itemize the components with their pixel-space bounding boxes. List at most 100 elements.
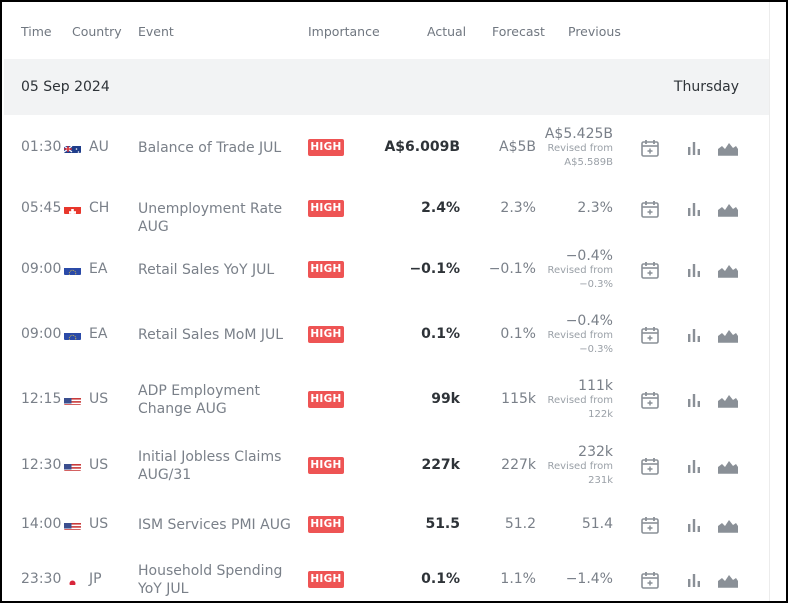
previous-value: −0.4% [565,313,613,329]
previous-cell: 2.3% [577,200,613,216]
previous-value: 232k [578,444,613,460]
event-name[interactable]: Retail Sales MoM JUL [138,327,284,343]
add-to-calendar-icon[interactable] [640,390,660,414]
country-code: JP [89,571,102,587]
bar-chart-icon[interactable] [686,140,702,160]
event-name[interactable]: Initial Jobless Claims AUG/31 [138,449,282,483]
bar-chart-icon[interactable] [686,517,702,537]
event-time: 23:30 [21,571,62,587]
event-name[interactable]: Household Spending YoY JUL [138,563,283,597]
area-chart-icon[interactable] [717,392,739,412]
country-code: US [89,516,109,532]
event-name[interactable]: Retail Sales YoY JUL [138,262,275,278]
us-flag-icon [64,460,81,471]
header-actual[interactable]: Actual [427,24,467,39]
event-name[interactable]: ADP Employment Change AUG [138,383,260,417]
revised-value: A$5.589B [564,157,613,168]
header-country[interactable]: Country [72,24,122,39]
revised-label: Revised from [547,461,613,472]
eu-flag-icon [64,329,81,340]
area-chart-icon[interactable] [717,201,739,221]
bar-chart-icon[interactable] [686,392,702,412]
country-code: US [89,391,109,407]
importance-badge: HIGH [308,139,344,156]
header-previous[interactable]: Previous [568,24,621,39]
event-time: 09:00 [21,261,62,277]
event-name[interactable]: ISM Services PMI AUG [138,517,291,533]
forecast-value: 1.1% [500,571,536,587]
previous-cell: 232k Revised from 231k [547,444,613,488]
add-to-calendar-icon[interactable] [640,456,660,480]
previous-cell: −0.4% Revised from −0.3% [547,313,613,357]
forecast-value: 227k [501,457,536,473]
event-time: 14:00 [21,516,62,532]
event-name[interactable]: Balance of Trade JUL [138,140,282,156]
add-to-calendar-icon[interactable] [640,570,660,594]
previous-cell: −0.4% Revised from −0.3% [547,248,613,292]
actual-value: A$6.009B [384,139,460,155]
bar-chart-icon[interactable] [686,458,702,478]
revised-label: Revised from [547,143,613,154]
actual-value: 99k [431,391,460,407]
event-time: 05:45 [21,200,62,216]
revised-value: −0.3% [579,279,613,290]
header-forecast[interactable]: Forecast [492,24,545,39]
add-to-calendar-icon[interactable] [640,325,660,349]
actual-value: 0.1% [421,326,460,342]
event-time: 12:30 [21,457,62,473]
event-name[interactable]: Unemployment Rate AUG [138,201,283,235]
bar-chart-icon[interactable] [686,327,702,347]
us-flag-icon [64,519,81,530]
add-to-calendar-icon[interactable] [640,260,660,284]
previous-value: 2.3% [577,200,613,216]
add-to-calendar-icon[interactable] [640,199,660,223]
ch-flag-icon [64,203,81,214]
event-time: 01:30 [21,139,62,155]
area-chart-icon[interactable] [717,140,739,160]
previous-cell: −1.4% [566,571,613,587]
forecast-value: −0.1% [488,261,536,277]
forecast-value: 115k [501,391,536,407]
importance-badge: HIGH [308,391,344,408]
importance-badge: HIGH [308,457,344,474]
previous-value: 111k [578,378,613,394]
header-event[interactable]: Event [138,24,174,39]
revised-label: Revised from [547,330,613,341]
bar-chart-icon[interactable] [686,201,702,221]
revised-value: 231k [588,475,613,486]
header-time[interactable]: Time [21,24,52,39]
area-chart-icon[interactable] [717,327,739,347]
header-importance[interactable]: Importance [308,24,380,39]
area-chart-icon[interactable] [717,517,739,537]
actual-value: −0.1% [409,261,460,277]
revised-value: 122k [588,409,613,420]
actual-value: 0.1% [421,571,460,587]
date-group-header: 05 Sep 2024 Thursday [4,59,769,115]
revised-value: −0.3% [579,344,613,355]
bar-chart-icon[interactable] [686,572,702,592]
area-chart-icon[interactable] [717,458,739,478]
area-chart-icon[interactable] [717,572,739,592]
previous-cell: A$5.425B Revised from A$5.589B [545,126,613,170]
area-chart-icon[interactable] [717,262,739,282]
event-time: 09:00 [21,326,62,342]
add-to-calendar-icon[interactable] [640,138,660,162]
previous-value: 51.4 [581,516,613,532]
forecast-value: 2.3% [500,200,536,216]
jp-flag-icon [64,574,81,585]
actual-value: 2.4% [421,200,460,216]
group-weekday: Thursday [673,79,739,95]
importance-badge: HIGH [308,326,344,343]
bar-chart-icon[interactable] [686,262,702,282]
previous-cell: 51.4 [582,516,613,532]
country-code: AU [89,139,109,155]
country-code: CH [89,200,110,216]
scroll-edge [769,2,770,601]
add-to-calendar-icon[interactable] [640,515,660,539]
forecast-value: A$5B [499,139,536,155]
previous-value: −0.4% [565,248,613,264]
previous-value: −1.4% [565,571,613,587]
forecast-value: 0.1% [500,326,536,342]
country-code: EA [89,261,108,277]
